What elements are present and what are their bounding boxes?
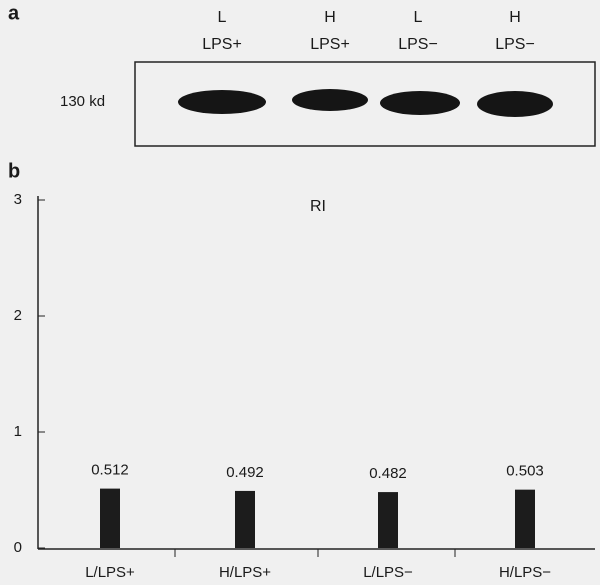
figure: a 130 kd b RI L LPS+ H LPS+ L LPS− H LPS− 0 1 2 3 0.… [0,0,600,585]
lane-treatment: LPS− [398,36,438,53]
x-tick-label: H/LPS− [499,564,551,581]
bar [378,492,398,548]
lane-treatment: LPS+ [202,36,242,53]
band [477,91,553,117]
lane-dose: H [509,9,521,26]
x-tick-label: L/LPS− [363,564,413,581]
x-tick-label: L/LPS+ [85,564,135,581]
lane-dose: H [324,9,336,26]
value-label: 0.492 [226,464,264,481]
y-tick-label: 3 [14,191,22,208]
background [0,0,600,585]
x-tick-label: H/LPS+ [219,564,271,581]
band [178,90,266,114]
bar [515,490,535,548]
value-label: 0.482 [369,465,407,482]
band [292,89,368,111]
lane-dose: L [218,9,227,26]
chart-title: RI [310,198,326,215]
bar [100,489,120,548]
marker-label: 130 kd [60,93,105,110]
band [380,91,460,115]
lane-treatment: LPS− [495,36,535,53]
lane-dose: L [414,9,423,26]
bar [235,491,255,548]
y-tick-label: 1 [14,423,22,440]
value-label: 0.503 [506,463,544,480]
y-tick-label: 0 [14,539,22,556]
lane-treatment: LPS+ [310,36,350,53]
panel-label: a [8,2,20,24]
value-label: 0.512 [91,462,129,479]
y-tick-label: 2 [14,307,22,324]
panel-label: b [8,160,20,182]
